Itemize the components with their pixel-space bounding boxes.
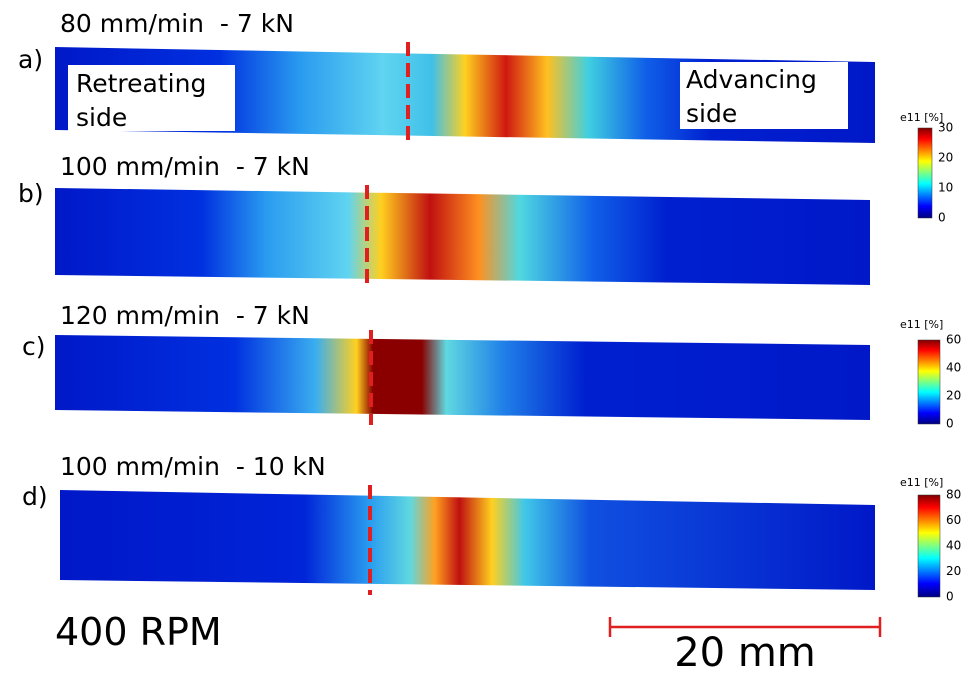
panel-letter: c) [22,332,46,361]
label-box [680,62,848,129]
colorbar-label: e11 [%] [900,318,943,331]
colorbar-tick-label: 10 [938,181,953,195]
scale-label: 20 mm [674,630,816,671]
strain-map [55,188,870,285]
colorbar-tick-label: 80 [946,488,961,502]
colorbar-tick-label: 60 [946,333,961,347]
strain-map [60,490,875,590]
annotation: Retreating [76,69,206,98]
panel-title: 100 mm/min - 7 kN [60,152,310,181]
scale-bar [608,617,882,637]
panel-title: 100 mm/min - 10 kN [60,452,326,481]
colorbar-label: e11 [%] [900,111,943,124]
panel-letter: d) [22,482,48,511]
colorbar-tick-label: 0 [946,417,954,431]
weld-center-lines [365,42,410,595]
colorbar-tick-label: 60 [946,513,961,527]
colorbar-tick-label: 30 [938,121,953,135]
colorbar-tick-label: 20 [946,389,961,403]
panel-title: 80 mm/min - 7 kN [60,9,294,38]
annotation: side [76,103,127,132]
colorbar [917,494,941,598]
colorbar [917,339,941,425]
colorbar-tick-label: 0 [946,590,954,604]
annotation: Advancing [686,65,817,94]
colorbar-tick-label: 20 [938,151,953,165]
colorbar-tick-label: 40 [946,361,961,375]
label-box [68,65,235,131]
colorbar-tick-label: 0 [938,211,946,225]
panel-letter: b) [18,179,44,208]
colorbar-tick-label: 40 [946,539,961,553]
panel-letter: a) [18,45,43,74]
colorbar-label: e11 [%] [900,476,943,489]
strain-map [55,335,870,420]
panel-title: 120 mm/min - 7 kN [60,301,310,330]
colorbar-tick-label: 20 [946,564,961,578]
annotation: side [686,99,737,128]
speed-label: 400 RPM [55,610,222,654]
colorbar [917,127,933,219]
strain-map [55,47,875,143]
